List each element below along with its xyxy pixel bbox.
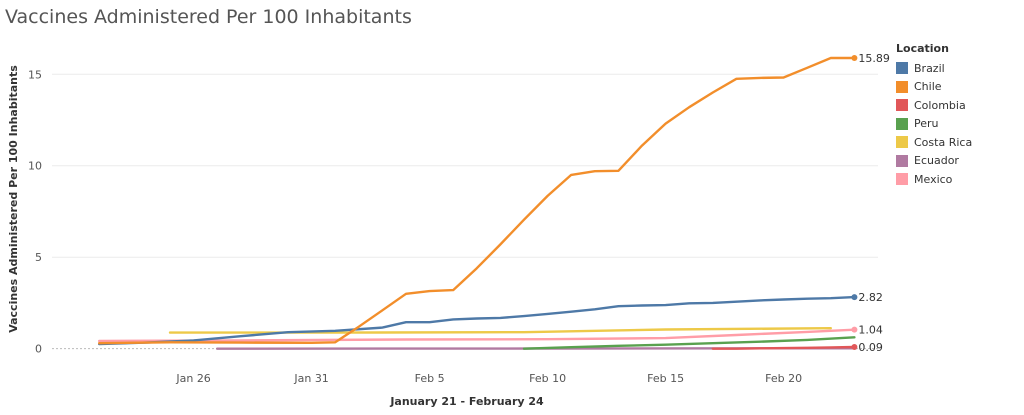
y-axis-label: Vaccines Administered Per 100 Inhabitant… — [7, 65, 20, 333]
end-marker-brazil — [851, 294, 858, 301]
legend-label: Costa Rica — [914, 135, 973, 149]
y-tick-label: 0 — [35, 343, 42, 356]
legend-item-chile[interactable]: Chile — [896, 78, 1016, 97]
x-axis-label: January 21 - February 24 — [389, 395, 544, 408]
legend-item-brazil[interactable]: Brazil — [896, 59, 1016, 78]
y-tick-label: 10 — [28, 160, 42, 173]
legend-item-mexico[interactable]: Mexico — [896, 170, 1016, 189]
end-label-colombia: 0.09 — [858, 341, 883, 354]
series-lines — [97, 56, 856, 350]
series-line-brazil — [97, 295, 856, 346]
axes: 0 5 10 15 Jan 26 Jan 31 Feb 5 Feb 10 Feb 15 Feb 2… — [28, 68, 802, 385]
legend-label: Brazil — [914, 61, 945, 75]
x-tick-label: Feb 20 — [765, 372, 802, 385]
legend-item-costa-rica[interactable]: Costa Rica — [896, 133, 1016, 152]
legend-swatch — [896, 62, 908, 75]
series-line-peru — [522, 336, 856, 350]
end-marker-colombia — [851, 344, 858, 351]
y-tick-label: 5 — [35, 251, 42, 264]
legend-items: Brazil Chile Colombia Peru Costa Rica Ecuador… — [896, 59, 1016, 189]
legend-item-ecuador[interactable]: Ecuador — [896, 152, 1016, 171]
legend: Location Brazil Chile Colombia Peru Costa Ri… — [896, 42, 1016, 189]
end-labels: 2.82 15.89 0.09 1.04 — [851, 52, 890, 354]
legend-label: Peru — [914, 117, 939, 131]
legend-swatch — [896, 99, 908, 112]
x-tick-label: Feb 15 — [647, 372, 684, 385]
x-tick-label: Jan 26 — [175, 372, 210, 385]
legend-label: Colombia — [914, 98, 966, 112]
grid-lines — [52, 73, 878, 350]
legend-swatch — [896, 136, 908, 149]
legend-item-colombia[interactable]: Colombia — [896, 96, 1016, 115]
end-label-brazil: 2.82 — [858, 291, 883, 304]
end-marker-mexico — [851, 326, 858, 333]
x-tick-label: Feb 10 — [529, 372, 566, 385]
legend-title: Location — [896, 42, 949, 55]
legend-label: Mexico — [914, 172, 953, 186]
x-tick-label: Jan 31 — [293, 372, 328, 385]
legend-swatch — [896, 117, 908, 130]
legend-label: Ecuador — [914, 154, 959, 168]
legend-swatch — [896, 173, 908, 186]
chart-title: Vaccines Administered Per 100 Inhabitant… — [5, 6, 412, 28]
end-label-mexico: 1.04 — [858, 324, 883, 337]
series-line-mexico — [97, 328, 856, 343]
end-label-chile: 15.89 — [858, 52, 890, 65]
series-line-costa-rica — [168, 327, 832, 334]
series-line-colombia — [711, 345, 856, 350]
series-line-chile — [97, 56, 856, 345]
x-tick-label: Feb 5 — [415, 372, 445, 385]
legend-item-peru[interactable]: Peru — [896, 115, 1016, 134]
legend-swatch — [896, 80, 908, 93]
y-tick-label: 15 — [28, 68, 42, 81]
legend-label: Chile — [914, 80, 942, 94]
end-marker-chile — [851, 54, 858, 61]
legend-swatch — [896, 154, 908, 167]
